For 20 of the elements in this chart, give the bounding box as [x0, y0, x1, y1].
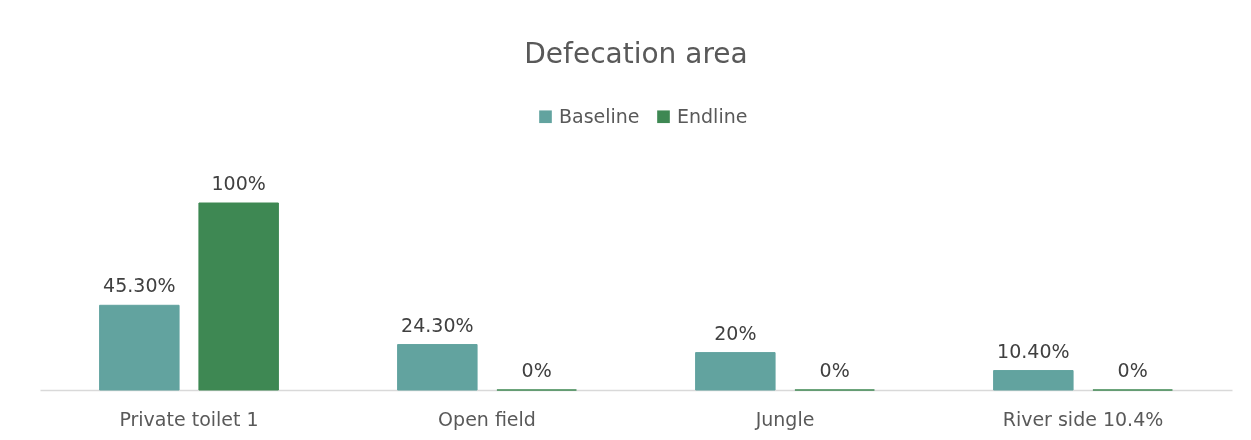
- x-tick-label: Open field: [438, 407, 536, 430]
- data-label: 24.30%: [401, 313, 474, 336]
- data-label: 10.40%: [997, 339, 1070, 362]
- bar: [993, 370, 1074, 391]
- x-tick-label: Private toilet 1: [119, 407, 259, 430]
- bar: [198, 202, 279, 391]
- legend-label: Baseline: [559, 104, 640, 127]
- data-label: 0%: [819, 359, 850, 381]
- bar: [99, 304, 180, 391]
- bar: [397, 344, 478, 391]
- data-label: 20%: [714, 321, 757, 344]
- legend-label: Endline: [677, 104, 748, 127]
- data-label: 100%: [211, 172, 266, 194]
- data-label: 0%: [521, 359, 552, 381]
- chart-title: Defecation area: [524, 37, 748, 70]
- data-label: 45.30%: [103, 274, 176, 297]
- x-tick-label: River side 10.4%: [1002, 407, 1164, 430]
- x-tick-label: Jungle: [754, 407, 815, 430]
- bar: [695, 352, 776, 391]
- data-label: 0%: [1117, 359, 1148, 381]
